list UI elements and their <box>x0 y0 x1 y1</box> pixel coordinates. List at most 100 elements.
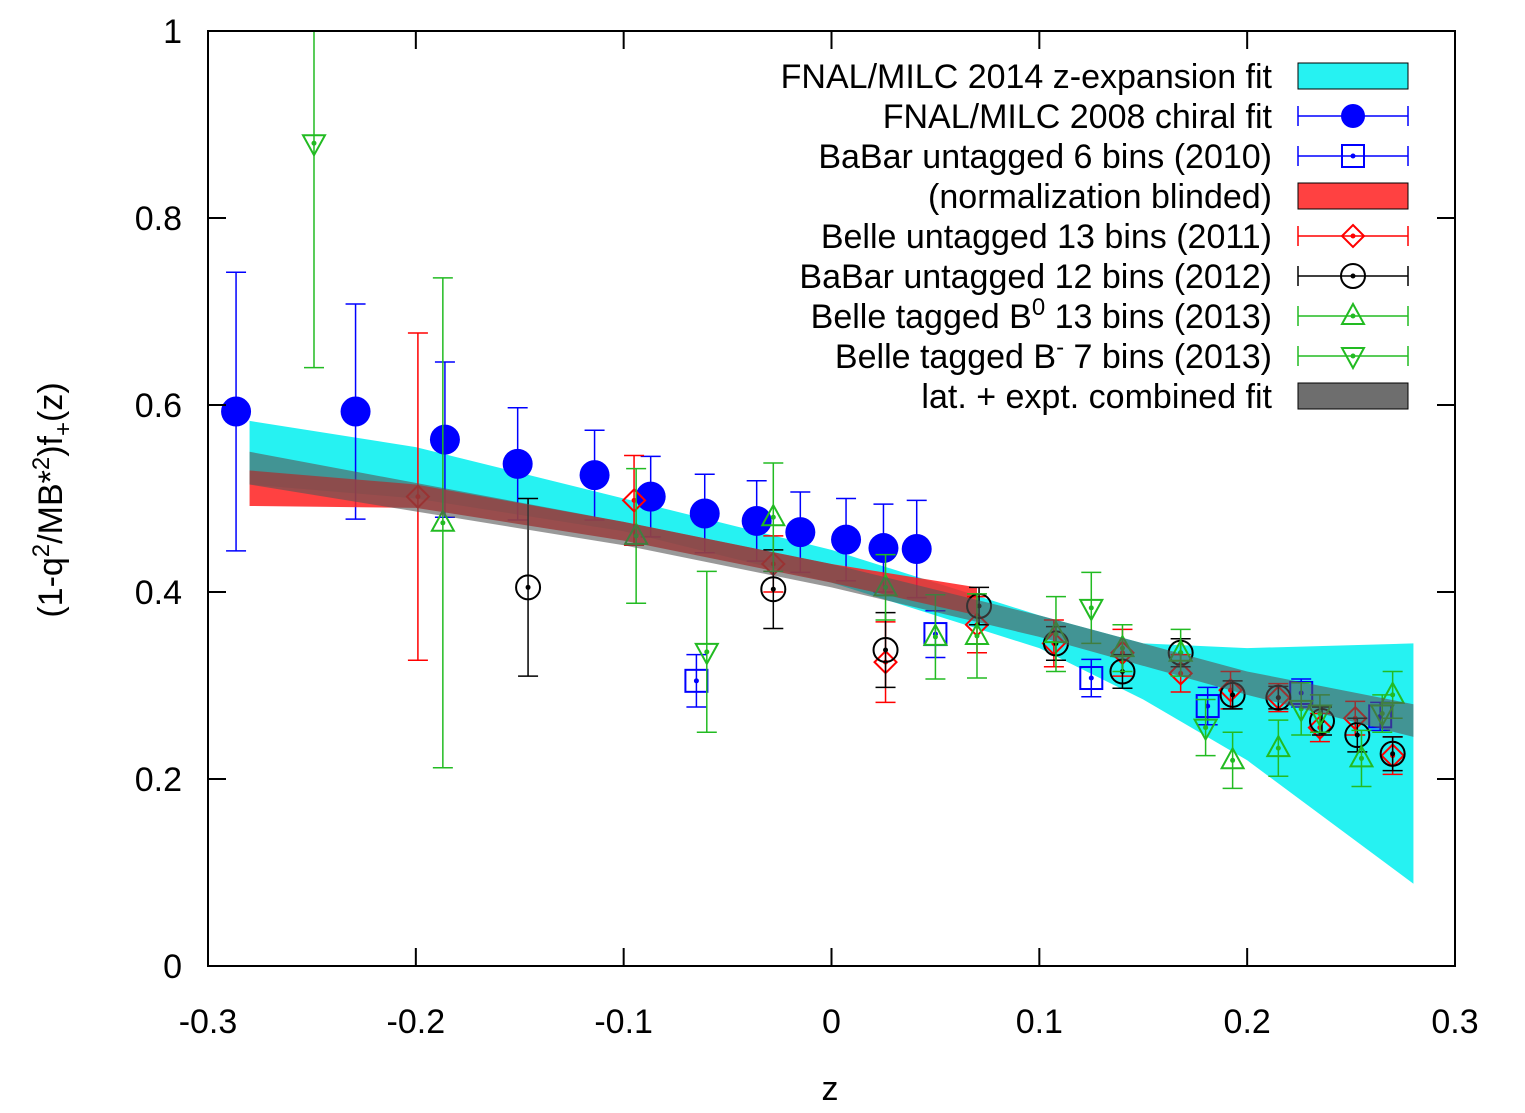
band <box>249 451 1414 737</box>
marker-dot <box>1354 732 1360 738</box>
marker <box>694 642 720 666</box>
marker-dot <box>1088 675 1094 681</box>
marker <box>1195 694 1220 719</box>
label-part: )f <box>32 435 70 456</box>
marker-dot <box>1390 751 1396 757</box>
x-tick-label: 0.2 <box>1224 1003 1271 1041</box>
marker-dot <box>1350 273 1356 279</box>
data-point <box>684 653 709 708</box>
data-point <box>221 271 252 552</box>
marker <box>1348 744 1375 768</box>
marker-dot <box>1350 153 1356 159</box>
data-point <box>1265 719 1292 777</box>
plot-area <box>221 31 1414 884</box>
marker-dot <box>770 586 776 592</box>
label-part: 2 <box>28 457 55 470</box>
data-point <box>1192 698 1219 757</box>
marker <box>221 396 252 427</box>
marker <box>922 622 949 646</box>
marker <box>760 576 787 603</box>
legend-label: Belle tagged B- 7 bins (2013) <box>835 334 1272 376</box>
y-tick-label: 0.4 <box>135 574 182 612</box>
marker-dot <box>631 497 637 503</box>
marker-dot <box>693 678 699 684</box>
marker <box>502 448 533 479</box>
axes: -0.3 -0.2 -0.1 0 0.1 0.2 0.3 0 0.2 0.4 0.6 0.8 1 FNAL… <box>135 13 1479 1041</box>
marker <box>1341 144 1365 168</box>
marker-dot <box>311 140 317 146</box>
marker <box>1078 598 1104 622</box>
marker-dot <box>1358 755 1364 761</box>
marker <box>1340 223 1366 249</box>
marker <box>872 636 899 663</box>
data-point <box>430 277 456 769</box>
marker-dot <box>440 520 446 526</box>
marker <box>901 533 932 564</box>
marker <box>964 621 990 645</box>
data-point <box>301 31 327 369</box>
legend-swatch <box>1297 382 1409 410</box>
y-tick-label: 0.2 <box>135 761 182 799</box>
marker-dot <box>932 634 938 640</box>
legend-label: FNAL/MILC 2014 z-expansion fit <box>781 58 1273 96</box>
x-tick-label: -0.3 <box>179 1003 238 1041</box>
label-part: /MB* <box>32 470 70 544</box>
marker <box>868 533 899 564</box>
marker <box>429 424 460 455</box>
marker-dot <box>1350 233 1356 239</box>
label-part: 2 <box>28 544 55 557</box>
marker-dot <box>1275 745 1281 751</box>
y-tick-label: 0 <box>163 948 182 986</box>
marker-dot <box>1230 757 1236 763</box>
y-tick-label: 0.6 <box>135 387 182 425</box>
label-part: Belle tagged B <box>811 298 1032 336</box>
marker-dot <box>525 584 531 590</box>
data-point <box>1348 729 1375 788</box>
marker-dot <box>1350 353 1356 359</box>
marker <box>1379 740 1406 767</box>
marker <box>689 498 720 529</box>
marker <box>1340 263 1366 289</box>
data-point <box>872 611 899 689</box>
x-tick-label: 0.1 <box>1016 1003 1063 1041</box>
y-axis-label: (1-q2/MB*2)f+(z) <box>28 382 77 617</box>
marker <box>785 517 816 548</box>
legend-label: Belle untagged 13 bins (2011) <box>821 218 1272 256</box>
marker-dot <box>1205 703 1211 709</box>
x-tick-label: 0 <box>822 1003 841 1041</box>
marker <box>760 503 786 527</box>
marker <box>1340 347 1366 371</box>
marker <box>301 134 327 158</box>
data-point <box>694 570 720 733</box>
data-point <box>1079 658 1104 698</box>
x-tick-label: -0.2 <box>387 1003 446 1041</box>
x-tick-label: -0.1 <box>594 1003 653 1041</box>
marker <box>1341 104 1365 128</box>
marker-dot <box>704 649 710 655</box>
legend-label: FNAL/MILC 2008 chiral fit <box>883 98 1273 136</box>
marker <box>430 508 456 532</box>
marker <box>635 481 666 512</box>
label-part: 13 bins (2013) <box>1045 298 1272 336</box>
marker <box>579 460 610 491</box>
label-part: (1-q <box>32 557 70 617</box>
marker <box>1307 715 1333 740</box>
marker <box>1192 718 1219 742</box>
marker-dot <box>883 647 889 653</box>
y-tick-label: 1 <box>163 13 182 51</box>
marker-dot <box>974 633 980 639</box>
marker-dot <box>1230 692 1236 698</box>
marker <box>1219 746 1246 770</box>
label-part: - <box>1056 334 1064 361</box>
label-part: (z) <box>32 382 70 422</box>
legend-swatch <box>1297 182 1409 210</box>
x-axis-label: z <box>822 1070 839 1108</box>
data-point <box>1195 686 1220 726</box>
marker <box>831 524 862 555</box>
legend-label: (normalization blinded) <box>928 178 1272 216</box>
error-bar <box>303 31 324 369</box>
marker-dot <box>1203 725 1209 731</box>
marker <box>1265 734 1292 758</box>
marker <box>1340 301 1366 325</box>
marker-dot <box>1088 605 1094 611</box>
